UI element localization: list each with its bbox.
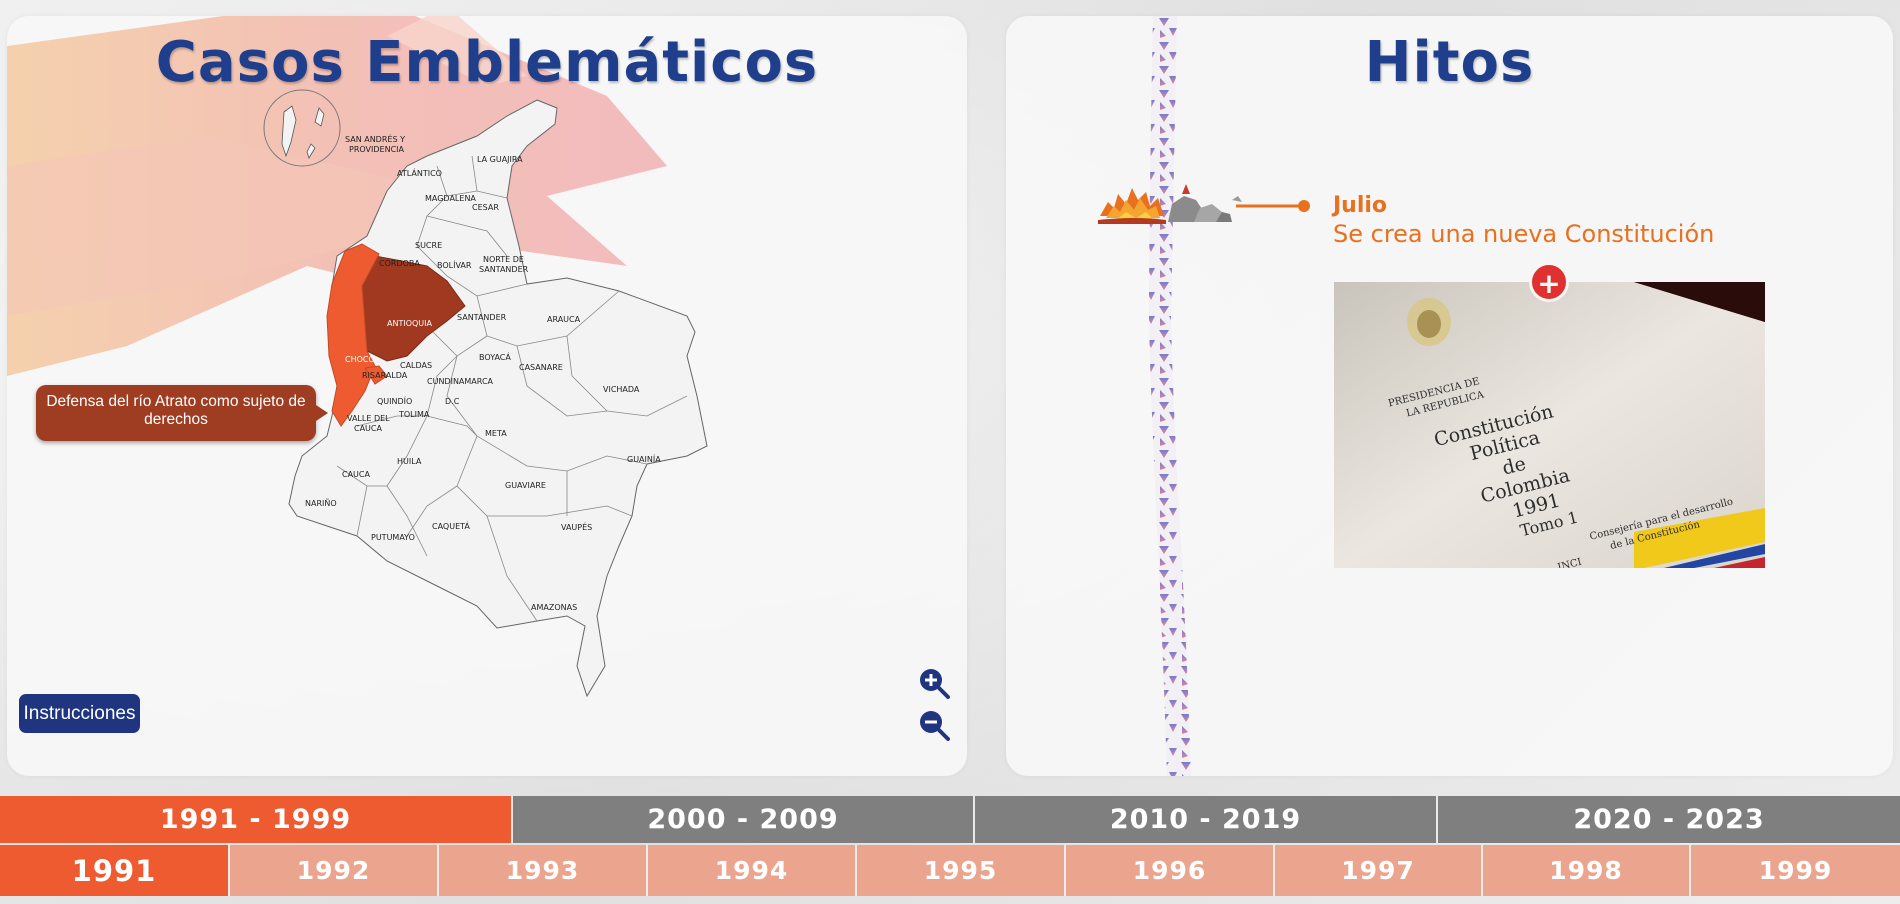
map-label: CALDAS	[400, 361, 432, 370]
casos-emblematicos-panel: Casos Emblemáticos	[7, 16, 967, 776]
map-label: SUCRE	[415, 241, 442, 250]
year-tab[interactable]: 1995	[857, 845, 1066, 896]
brush-stroke-decoration	[7, 16, 667, 376]
photo-text: de	[1500, 453, 1528, 480]
instructions-button[interactable]: Instrucciones	[19, 694, 140, 733]
map-label: CUNDINAMARCA	[427, 377, 494, 386]
map-label: BOYACÁ	[479, 351, 511, 362]
zoom-in-icon[interactable]	[917, 666, 951, 700]
map-label: CHOCÓ	[345, 353, 375, 364]
map-label: RISARALDA	[362, 371, 408, 380]
map-label: CAQUETÁ	[432, 520, 470, 531]
decade-tab[interactable]: 2010 - 2019	[975, 796, 1438, 843]
page-title: Casos Emblemáticos	[155, 30, 819, 95]
decade-tab[interactable]: 2000 - 2009	[513, 796, 975, 843]
map-label: GUAINÍA	[627, 453, 661, 464]
choco-region[interactable]	[326, 243, 380, 427]
zoom-out-icon[interactable]	[917, 708, 951, 742]
more-info-button[interactable]: +	[1529, 262, 1569, 302]
map-label: VAUPÉS	[561, 521, 592, 532]
map-label: AMAZONAS	[531, 603, 577, 612]
map-label: ATLÁNTICO	[397, 167, 442, 178]
event-month: Julio	[1333, 193, 1388, 218]
map-label: MAGDALENA	[425, 194, 476, 203]
map-label: VALLE DEL	[347, 414, 390, 423]
map-label: SANTANDER	[457, 313, 507, 322]
year-selector: 1991 1992 1993 1994 1995 1996 1997 1998 …	[0, 845, 1900, 896]
map-label: D.C	[445, 397, 460, 406]
map-label: VICHADA	[603, 385, 640, 394]
map-label: BOLÍVAR	[437, 259, 472, 270]
map-label: PROVIDENCIA	[349, 145, 405, 154]
year-tab[interactable]: 1994	[648, 845, 857, 896]
year-tab[interactable]: 1996	[1066, 845, 1275, 896]
decade-tab[interactable]: 2020 - 2023	[1438, 796, 1900, 843]
hitos-title: Hitos	[1364, 30, 1535, 95]
map-label: NARIÑO	[305, 498, 337, 508]
map-label: ANTIOQUIA	[387, 319, 433, 328]
map-label: HUILA	[397, 457, 422, 466]
risaralda-region[interactable]	[364, 365, 388, 385]
map-label: TOLIMA	[398, 410, 430, 419]
year-tab[interactable]: 1998	[1483, 845, 1691, 896]
map-label: NORTE DE	[483, 255, 524, 264]
map-label: PUTUMAYO	[371, 533, 415, 542]
map-label: CASANARE	[519, 363, 563, 372]
year-tab[interactable]: 1992	[230, 845, 439, 896]
map-label: CÓRDOBA	[379, 257, 420, 268]
year-tab[interactable]: 1997	[1275, 845, 1483, 896]
san-andres-inset	[263, 89, 341, 167]
year-tab[interactable]: 1993	[439, 845, 648, 896]
map-label: GUAVIARE	[505, 481, 546, 490]
map-label: CAUCA	[354, 424, 383, 433]
constitution-photo[interactable]: PRESIDENCIA DE LA REPUBLICA Constitución…	[1334, 282, 1765, 568]
fire-rocks-illustration	[1098, 184, 1310, 224]
year-tab[interactable]: 1999	[1691, 845, 1900, 896]
event-title: Se crea una nueva Constitución	[1333, 220, 1715, 248]
map-label: LA GUAJIRA	[477, 155, 523, 164]
colombia-map[interactable]: SAN ANDRÉS Y PROVIDENCIA LA GUAJIRA ATLÁ…	[7, 16, 967, 776]
map-department[interactable]	[288, 99, 708, 698]
timeline-stripe	[1149, 16, 1191, 776]
case-tooltip[interactable]: Defensa del río Atrato como sujeto de de…	[36, 385, 328, 441]
decade-selector: 1991 - 1999 2000 - 2009 2010 - 2019 2020…	[0, 796, 1900, 843]
map-label: CESAR	[472, 203, 499, 212]
map-label: SANTANDER	[479, 265, 529, 274]
year-tab[interactable]: 1991	[0, 845, 230, 896]
map-label: CAUCA	[342, 470, 371, 479]
map-label: ARAUCA	[547, 315, 581, 324]
map-label: META	[485, 429, 507, 438]
decade-tab[interactable]: 1991 - 1999	[0, 796, 513, 843]
map-label: SAN ANDRÉS Y	[345, 133, 405, 144]
map-label: QUINDÍO	[377, 395, 412, 406]
constitution-book-image: PRESIDENCIA DE LA REPUBLICA Constitución…	[1334, 282, 1765, 568]
photo-text: INCI	[1557, 557, 1583, 568]
